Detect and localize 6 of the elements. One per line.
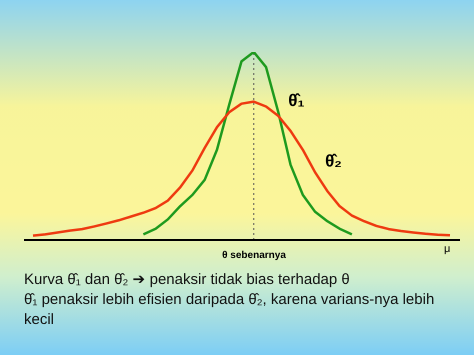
text: μ <box>444 243 450 255</box>
x-axis-title: θ sebenarnya <box>222 250 286 261</box>
text: θ̂₁ penaksir lebih efisien daripada θ̂₂, karena varians-nya lebih kecil <box>24 290 436 330</box>
series-label: θ̂₂ <box>325 151 342 170</box>
text: Kurva θ̂₁ dan θ̂₂ ➔ penaksir tidak bias terhadap θ <box>24 270 351 290</box>
series-label: θ̂₁ <box>288 91 305 110</box>
